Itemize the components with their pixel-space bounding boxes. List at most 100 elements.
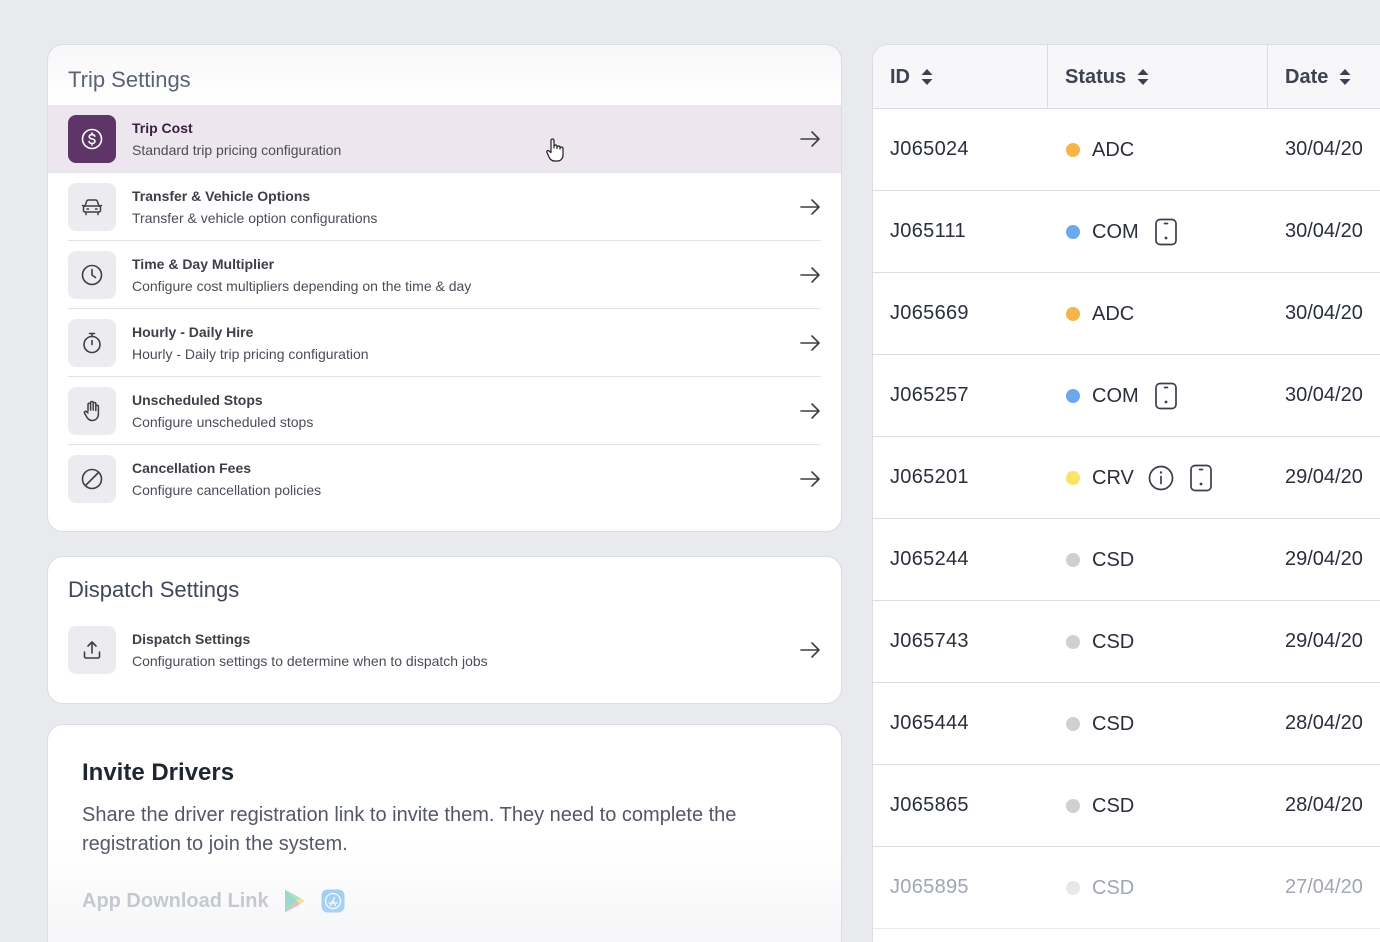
app-store-icon[interactable] <box>321 889 345 913</box>
status-cell: ADC <box>1066 109 1148 191</box>
status-label: CRV <box>1092 466 1134 489</box>
dispatch-settings-title: Dispatch Settings <box>68 577 240 602</box>
status-cell: COM <box>1066 191 1193 273</box>
status-dot <box>1066 225 1080 239</box>
table-row[interactable]: J065111 COM 30/04/20 <box>873 191 1380 273</box>
date-cell: 30/04/20 <box>1285 384 1363 406</box>
table-row[interactable]: J065669 ADC 30/04/20 <box>873 273 1380 355</box>
status-dot <box>1066 143 1080 157</box>
invite-drivers-title: Invite Drivers <box>82 759 235 786</box>
hand-cursor-icon <box>546 138 564 162</box>
trip-settings-card: Trip Settings Trip Cost Standard trip pr… <box>47 44 842 532</box>
status-label: COM <box>1092 384 1139 407</box>
status-dot <box>1066 389 1080 403</box>
google-play-icon[interactable] <box>283 888 307 914</box>
app-download-label: App Download Link <box>82 889 269 912</box>
trip-settings-title: Trip Settings <box>68 67 191 92</box>
setting-row-transfer-vehicle[interactable]: Transfer & Vehicle Options Transfer & ve… <box>68 173 821 241</box>
status-label: COM <box>1092 220 1139 243</box>
setting-row-dispatch-settings[interactable]: Dispatch Settings Configuration settings… <box>68 616 821 684</box>
status-dot <box>1066 553 1080 567</box>
date-cell: 30/04/20 <box>1285 220 1363 242</box>
setting-title: Trip Cost <box>132 119 193 136</box>
status-dot <box>1066 635 1080 649</box>
job-id-cell: J065257 <box>890 384 969 406</box>
status-dot <box>1066 471 1080 485</box>
date-cell: 30/04/20 <box>1285 302 1363 324</box>
arrow-right-icon <box>800 266 820 283</box>
cancel-icon <box>68 455 116 503</box>
job-id-cell: J065865 <box>890 794 969 816</box>
setting-row-time-day-multiplier[interactable]: Time & Day Multiplier Configure cost mul… <box>68 241 821 309</box>
setting-description: Configure cost multipliers depending on … <box>132 277 472 294</box>
table-row[interactable]: J065743 CSD 29/04/20 <box>873 601 1380 683</box>
dollar-icon <box>68 114 116 163</box>
setting-title: Hourly - Daily Hire <box>132 323 254 340</box>
setting-row-trip-cost[interactable]: Trip Cost Standard trip pricing configur… <box>48 105 841 173</box>
table-row[interactable]: J065024 ADC 30/04/20 <box>873 109 1380 191</box>
setting-title: Transfer & Vehicle Options <box>132 187 311 204</box>
setting-row-hourly-daily-hire[interactable]: Hourly - Daily Hire Hourly - Daily trip … <box>68 309 821 377</box>
invite-drivers-description: Share the driver registration link to in… <box>82 804 737 855</box>
status-label: CSD <box>1092 548 1135 571</box>
job-id-cell: J065244 <box>890 548 969 570</box>
sort-icon <box>1339 69 1351 85</box>
job-id-cell: J065444 <box>890 712 969 734</box>
status-label: CSD <box>1092 794 1135 817</box>
invite-drivers-card: Invite Drivers Share the driver registra… <box>47 724 842 942</box>
date-cell: 28/04/20 <box>1285 794 1363 816</box>
arrow-right-icon <box>800 642 820 658</box>
setting-title: Dispatch Settings <box>132 631 251 647</box>
column-header-id[interactable]: ID <box>873 45 1048 109</box>
status-cell: CSD <box>1066 519 1148 601</box>
setting-description: Hourly - Daily trip pricing configuratio… <box>132 345 369 362</box>
column-header-label: Date <box>1285 65 1329 88</box>
arrow-right-icon <box>800 198 820 215</box>
status-cell: CRV <box>1066 437 1228 519</box>
dispatch-settings-list: Dispatch Settings Configuration settings… <box>48 616 841 684</box>
status-cell: COM <box>1066 355 1193 437</box>
table-row[interactable]: J065444 CSD 28/04/20 <box>873 683 1380 765</box>
table-row[interactable]: J065865 CSD 28/04/20 <box>873 765 1380 847</box>
setting-description: Configure unscheduled stops <box>132 413 314 430</box>
status-cell: ADC <box>1066 273 1148 355</box>
status-dot <box>1066 307 1080 321</box>
table-row[interactable]: J065201 CRV 29/04/20 <box>873 437 1380 519</box>
dispatch-settings-card: Dispatch Settings Dispatch Settings Conf… <box>47 556 842 704</box>
job-id-cell: J065201 <box>890 466 969 488</box>
status-cell: CSD <box>1066 765 1148 847</box>
column-header-date[interactable]: Date <box>1268 45 1380 109</box>
table-row[interactable]: J065257 COM 30/04/20 <box>873 355 1380 437</box>
trip-settings-list: Trip Cost Standard trip pricing configur… <box>48 105 841 513</box>
setting-title: Unscheduled Stops <box>132 391 263 408</box>
arrow-right-icon <box>800 402 820 419</box>
sort-icon <box>1137 69 1149 85</box>
sort-icon <box>921 69 933 85</box>
date-cell: 29/04/20 <box>1285 548 1363 570</box>
phone-icon[interactable] <box>1153 218 1179 246</box>
status-cell: CSD <box>1066 601 1148 683</box>
jobs-table: ID Status Date J065024 ADC 30/04/20 J065111… <box>872 44 1380 942</box>
status-dot <box>1066 717 1080 731</box>
status-dot <box>1066 799 1080 813</box>
status-label: CSD <box>1092 712 1135 735</box>
column-header-label: ID <box>890 65 910 88</box>
column-header-status[interactable]: Status <box>1048 45 1268 109</box>
phone-icon[interactable] <box>1153 382 1179 410</box>
setting-description: Configuration settings to determine when… <box>132 653 488 669</box>
setting-row-unscheduled-stops[interactable]: Unscheduled Stops Configure unscheduled … <box>68 377 821 445</box>
app-download-row: App Download Link <box>82 888 345 914</box>
upload-icon <box>68 626 116 674</box>
job-id-cell: J065111 <box>890 220 966 242</box>
phone-icon[interactable] <box>1188 464 1214 492</box>
setting-row-cancellation-fees[interactable]: Cancellation Fees Configure cancellation… <box>68 445 821 513</box>
column-header-label: Status <box>1065 65 1127 88</box>
info-icon[interactable] <box>1148 464 1174 492</box>
setting-title: Cancellation Fees <box>132 460 252 476</box>
table-row[interactable]: J065244 CSD 29/04/20 <box>873 519 1380 601</box>
setting-description: Standard trip pricing configuration <box>132 141 342 158</box>
status-cell: CSD <box>1066 683 1148 765</box>
setting-title: Time & Day Multiplier <box>132 255 275 272</box>
setting-description: Configure cancellation policies <box>132 482 322 498</box>
stopwatch-icon <box>68 318 116 367</box>
